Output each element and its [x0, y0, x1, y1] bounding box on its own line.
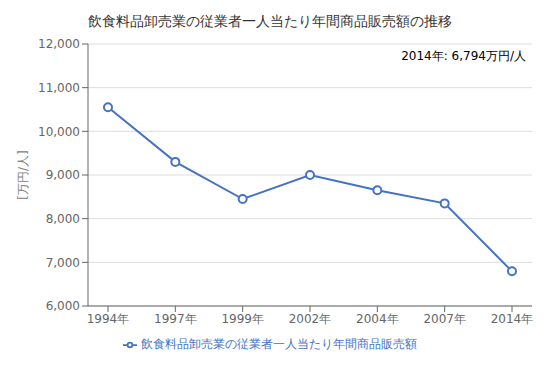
- svg-text:8,000: 8,000: [46, 212, 80, 226]
- svg-text:2007年: 2007年: [423, 312, 466, 326]
- svg-text:7,000: 7,000: [46, 256, 80, 270]
- html-text:飲食料品卸売業の従業者一人当たり年間商品販売額: 飲食料品卸売業の従業者一人当たり年間商品販売額: [141, 337, 417, 351]
- svg-text:10,000: 10,000: [38, 125, 80, 139]
- svg-text:12,000: 12,000: [38, 37, 80, 51]
- svg-text:9,000: 9,000: [46, 168, 80, 182]
- svg-text:11,000: 11,000: [38, 81, 80, 95]
- svg-text:6,000: 6,000: [46, 299, 80, 313]
- svg-text:1997年: 1997年: [154, 312, 197, 326]
- svg-text:1994年: 1994年: [87, 312, 130, 326]
- svg-text:2002年: 2002年: [289, 312, 332, 326]
- svg-text:[万円/人]: [万円/人]: [16, 150, 30, 199]
- svg-text:1999年: 1999年: [221, 312, 264, 326]
- html-text:飲食料品卸売業の従業者一人当たり年間商品販売額の推移: 飲食料品卸売業の従業者一人当たり年間商品販売額の推移: [88, 13, 452, 29]
- svg-text:2014年: 2014年: [491, 312, 534, 326]
- html-text:2014年: 6,794万円/人: 2014年: 6,794万円/人: [401, 49, 526, 63]
- svg-text:2004年: 2004年: [356, 312, 399, 326]
